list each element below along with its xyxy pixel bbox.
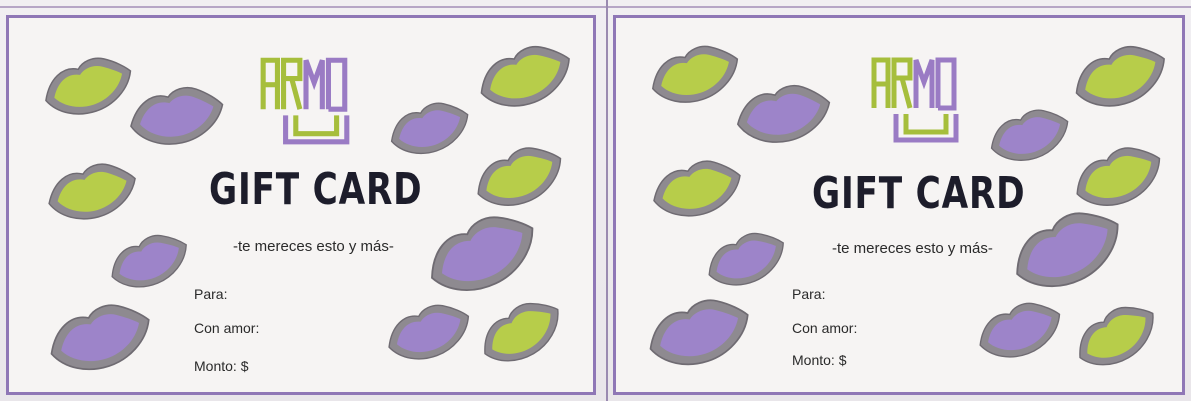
- field-label-monto: Monto: $: [194, 358, 249, 374]
- lip-green-icon: [41, 155, 143, 230]
- gift-card-title: GIFT CARD: [812, 168, 1026, 219]
- lip-green-icon: [1066, 136, 1171, 219]
- gift-card-title: GIFT CARD: [209, 164, 423, 215]
- lip-purple-icon: [383, 94, 477, 164]
- lip-purple-icon: [124, 79, 230, 154]
- lip-green-icon: [646, 152, 748, 227]
- cut-guide-top: [0, 6, 1191, 8]
- field-label-para: Para:: [194, 286, 228, 302]
- lip-purple-icon: [417, 201, 548, 308]
- gift-card-subtitle: -te mereces esto y más-: [832, 240, 993, 257]
- lip-purple-icon: [102, 224, 197, 299]
- lip-purple-icon: [971, 292, 1070, 369]
- field-label-con-amor: Con amor:: [194, 320, 260, 336]
- field-label-con-amor: Con amor:: [792, 320, 858, 336]
- lip-purple-icon: [731, 77, 837, 152]
- lip-purple-icon: [640, 288, 759, 378]
- lip-purple-icon: [983, 100, 1076, 171]
- lip-green-icon: [1067, 293, 1167, 380]
- field-label-para: Para:: [792, 286, 826, 302]
- field-label-monto: Monto: $: [792, 352, 847, 368]
- gift-card-left: GIFT CARD -te mereces esto y más- Para: …: [6, 15, 596, 395]
- lip-green-icon: [471, 35, 580, 119]
- lip-green-icon: [644, 36, 747, 114]
- gift-card-right: GIFT CARD -te mereces esto y más- Para: …: [613, 15, 1185, 395]
- lip-purple-icon: [41, 293, 160, 383]
- lip-green-icon: [1066, 35, 1175, 119]
- lip-purple-icon: [700, 222, 794, 297]
- cut-guide-middle: [606, 0, 608, 401]
- gift-card-subtitle: -te mereces esto y más-: [233, 238, 394, 255]
- lip-green-icon: [467, 136, 572, 219]
- armon-logo-icon: [871, 57, 959, 143]
- lip-green-icon: [472, 289, 572, 376]
- lip-green-icon: [37, 48, 140, 126]
- armon-logo-icon: [260, 57, 350, 145]
- lip-purple-icon: [380, 294, 479, 371]
